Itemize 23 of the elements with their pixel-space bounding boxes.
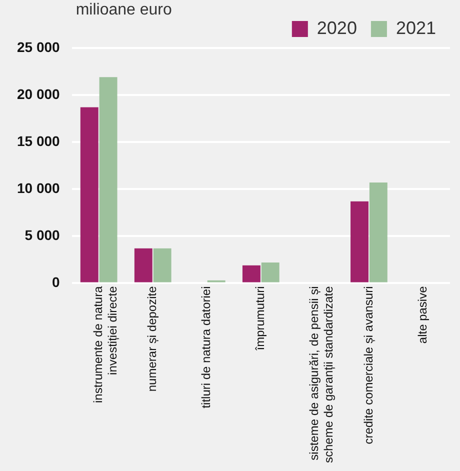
- x-tick-label: numerar și depozite: [145, 286, 160, 392]
- x-tick-label: titluri de natura datoriei: [199, 286, 214, 408]
- y-tick-label: 15 000: [16, 132, 60, 149]
- bar: [134, 248, 152, 282]
- x-tick-label: împrumuturi: [253, 286, 268, 352]
- bar: [80, 107, 98, 282]
- y-tick-label: 25 000: [16, 38, 60, 55]
- legend-label: 2021: [396, 18, 436, 38]
- bar: [261, 262, 280, 282]
- bar: [99, 77, 118, 282]
- y-axis-title: milioane euro: [76, 1, 172, 18]
- legend-label: 2020: [316, 18, 357, 38]
- bar: [153, 248, 172, 282]
- bar: [350, 201, 368, 282]
- y-tick-label: 0: [52, 274, 60, 290]
- bar: [369, 182, 388, 282]
- x-tick-label: alte pasive: [415, 286, 430, 344]
- y-tick-label: 20 000: [16, 86, 60, 102]
- x-tick-label: instrumente de natura investiției directe: [91, 286, 120, 403]
- x-tick-label: credite comerciale și avansuri: [361, 286, 376, 444]
- y-tick-label: 5 000: [24, 227, 60, 244]
- y-tick-label: 10 000: [16, 180, 60, 196]
- bar: [242, 265, 260, 282]
